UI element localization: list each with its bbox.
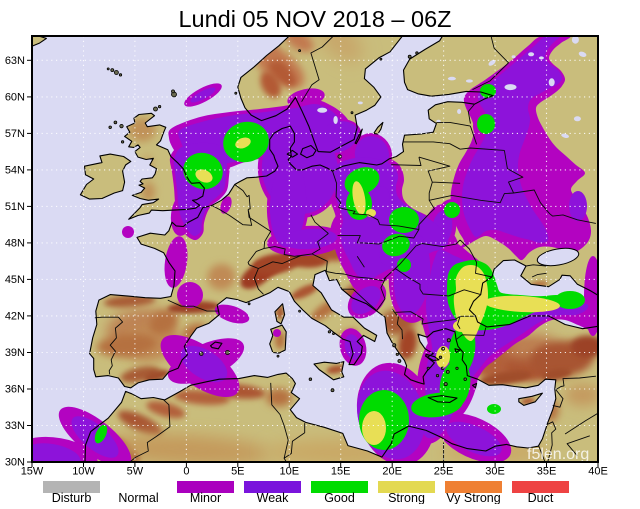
svg-text:15W: 15W (21, 466, 44, 478)
svg-text:5E: 5E (231, 466, 244, 478)
svg-text:Weak: Weak (257, 491, 289, 504)
svg-text:45N: 45N (5, 274, 25, 286)
svg-text:60N: 60N (5, 91, 25, 103)
svg-text:5W: 5W (127, 466, 144, 478)
svg-text:Normal: Normal (118, 491, 158, 504)
svg-text:Lundi 05 NOV 2018 – 06Z: Lundi 05 NOV 2018 – 06Z (178, 6, 451, 32)
svg-text:10W: 10W (72, 466, 95, 478)
svg-text:30E: 30E (485, 466, 505, 478)
svg-text:25E: 25E (434, 466, 454, 478)
svg-text:0: 0 (183, 466, 189, 478)
svg-text:20E: 20E (382, 466, 402, 478)
svg-text:Vy Strong: Vy Strong (446, 491, 500, 504)
svg-text:30N: 30N (5, 457, 25, 469)
svg-text:f5len.org: f5len.org (527, 446, 589, 463)
svg-text:39N: 39N (5, 347, 25, 359)
svg-text:57N: 57N (5, 128, 25, 140)
svg-text:15E: 15E (331, 466, 351, 478)
svg-text:33N: 33N (5, 420, 25, 432)
svg-text:63N: 63N (5, 55, 25, 67)
svg-text:Disturb: Disturb (52, 491, 92, 504)
svg-text:10E: 10E (280, 466, 300, 478)
svg-text:Strong: Strong (388, 491, 425, 504)
svg-text:40E: 40E (588, 466, 608, 478)
svg-text:35E: 35E (537, 466, 557, 478)
svg-text:Minor: Minor (190, 491, 221, 504)
svg-text:54N: 54N (5, 164, 25, 176)
svg-text:Duct: Duct (528, 491, 554, 504)
svg-text:36N: 36N (5, 384, 25, 396)
svg-text:42N: 42N (5, 310, 25, 322)
svg-text:48N: 48N (5, 237, 25, 249)
svg-text:51N: 51N (5, 201, 25, 213)
svg-text:Good: Good (324, 491, 355, 504)
